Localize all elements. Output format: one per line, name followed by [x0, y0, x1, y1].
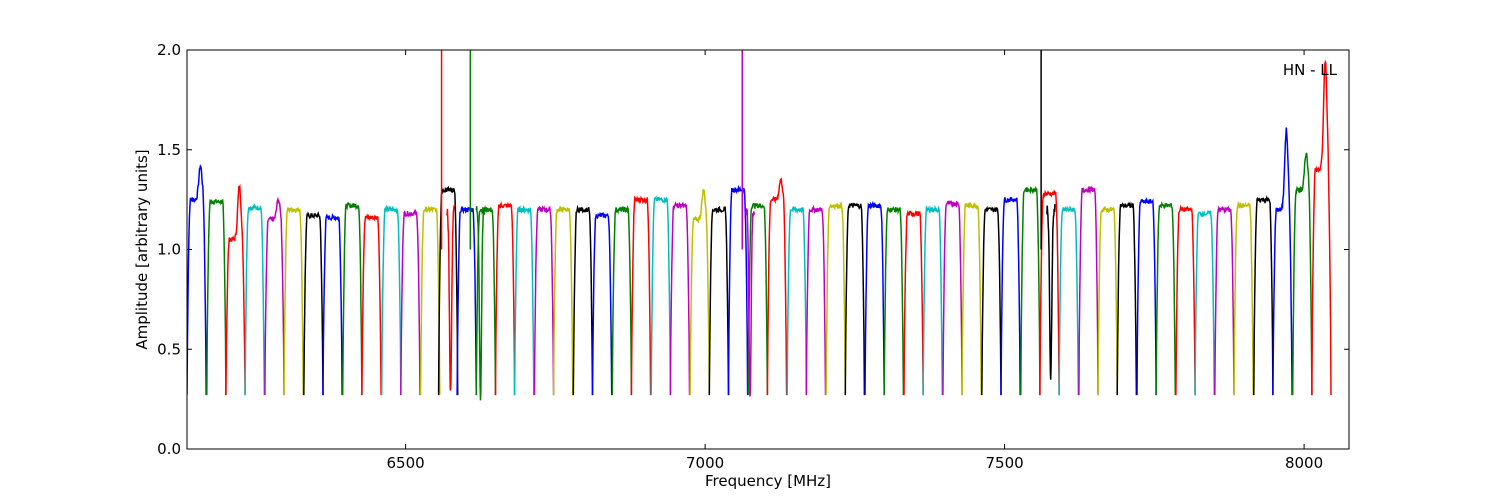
band-line-40: [961, 201, 982, 396]
dip-line-1: [475, 206, 486, 401]
band-line-17: [513, 205, 535, 396]
dip-line-3: [1046, 204, 1056, 380]
band-line-34: [844, 202, 866, 396]
band-line-22: [611, 205, 633, 396]
band-line-38: [922, 204, 944, 396]
band-line-31: [786, 205, 808, 396]
band-line-28: [727, 184, 749, 396]
band-line-0: [187, 164, 207, 396]
band-line-6: [303, 211, 324, 396]
band-line-5: [283, 207, 304, 396]
band-line-51: [1175, 204, 1196, 396]
band-line-44: [1039, 189, 1060, 396]
x-tick-label: 8000: [1285, 454, 1323, 472]
band-line-8: [341, 201, 363, 396]
band-line-47: [1097, 206, 1118, 396]
band-line-49: [1136, 196, 1157, 396]
band-line-57: [1291, 152, 1313, 396]
band-line-52: [1194, 210, 1215, 396]
ticks-layer: 6500 7000 7500 8000 0.0 0.5 1.0 1.5 2.0: [157, 41, 1349, 472]
band-line-10: [380, 204, 402, 396]
x-tick-label: 7000: [686, 454, 724, 472]
band-line-35: [864, 200, 885, 396]
band-line-39: [942, 200, 963, 396]
band-line-25: [669, 201, 691, 396]
band-line-43: [1020, 185, 1041, 396]
band-line-19: [552, 205, 574, 396]
dip-line-2: [745, 208, 755, 397]
band-line-26: [689, 189, 711, 396]
band-line-16: [494, 200, 516, 396]
band-line-2: [225, 184, 246, 396]
y-axis-label: Amplitude [arbitrary units]: [133, 149, 151, 349]
series-layer: [187, 50, 1332, 401]
dip-line-0: [445, 204, 456, 391]
band-line-46: [1078, 185, 1099, 396]
band-line-56: [1272, 127, 1293, 396]
y-tick-label: 1.0: [157, 241, 181, 259]
band-line-48: [1116, 201, 1138, 396]
band-line-24: [650, 195, 672, 396]
x-axis-label: Frequency [MHz]: [705, 472, 831, 490]
annotation-label: HN - LL: [1283, 61, 1338, 79]
band-line-15: [475, 205, 497, 396]
band-line-1: [206, 198, 227, 396]
band-line-41: [981, 205, 1002, 396]
band-line-20: [572, 204, 594, 396]
band-line-33: [825, 200, 847, 396]
band-line-11: [400, 208, 421, 396]
y-tick-label: 2.0: [157, 41, 181, 59]
band-line-9: [361, 213, 382, 396]
band-line-32: [805, 204, 827, 396]
band-line-14: [456, 206, 478, 396]
band-line-55: [1253, 194, 1274, 396]
y-tick-label: 0.5: [157, 340, 181, 358]
band-line-42: [1000, 196, 1021, 396]
band-line-37: [903, 209, 924, 396]
band-line-29: [747, 202, 769, 396]
y-tick-label: 0.0: [157, 440, 181, 458]
band-line-21: [591, 211, 613, 396]
band-line-18: [533, 205, 555, 396]
band-line-12: [419, 205, 441, 396]
band-line-53: [1214, 205, 1235, 396]
x-tick-label: 6500: [387, 454, 425, 472]
band-line-4: [264, 196, 285, 396]
x-tick-label: 7500: [985, 454, 1023, 472]
y-tick-label: 1.5: [157, 141, 181, 159]
band-line-45: [1058, 205, 1080, 396]
band-line-36: [883, 205, 905, 396]
band-line-23: [630, 195, 652, 396]
band-line-7: [322, 213, 343, 396]
band-line-54: [1233, 200, 1254, 396]
band-line-30: [766, 177, 788, 396]
band-line-3: [244, 203, 266, 396]
band-line-27: [708, 205, 730, 396]
band-line-50: [1155, 201, 1177, 396]
band-line-58: [1311, 59, 1332, 396]
